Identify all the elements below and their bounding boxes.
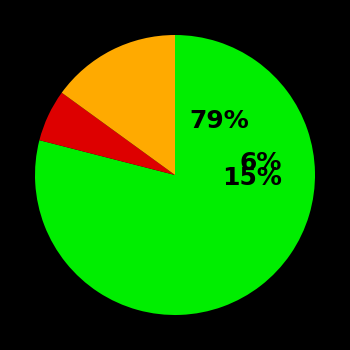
Text: 6%: 6% [240,151,282,175]
Wedge shape [62,35,175,175]
Wedge shape [40,93,175,175]
Wedge shape [35,35,315,315]
Text: 15%: 15% [222,166,282,190]
Text: 79%: 79% [190,109,250,133]
